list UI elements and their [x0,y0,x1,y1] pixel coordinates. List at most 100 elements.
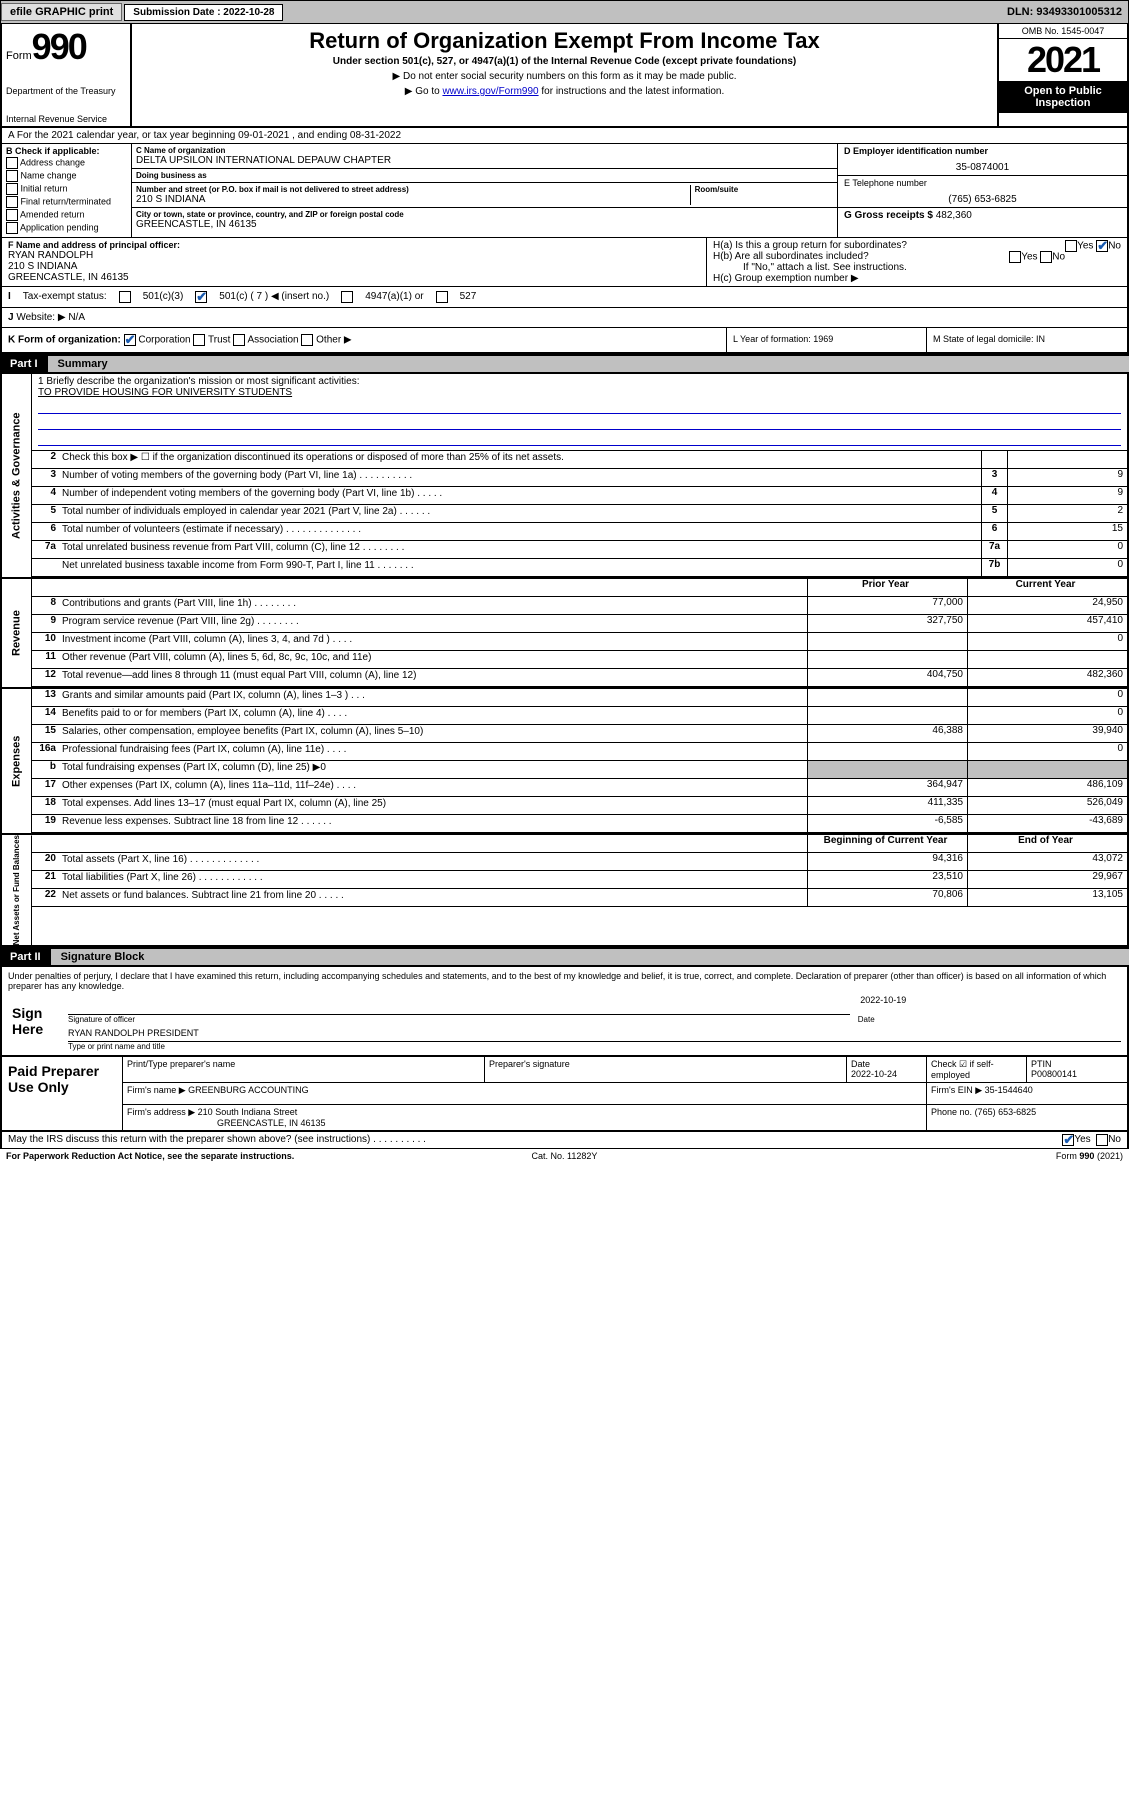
sig-officer-label: Signature of officer [68,1015,858,1024]
part1-header: Part I Summary [0,354,1129,374]
chk-other[interactable] [301,334,313,346]
gov-row: Net unrelated business taxable income fr… [32,559,1127,577]
sig-date: 2022-10-19 [850,995,1121,1015]
officer-name-title: RYAN RANDOLPH PRESIDENT [68,1024,1121,1042]
vtab-governance: Activities & Governance [2,374,32,577]
year-formation: L Year of formation: 1969 [727,328,927,352]
chk-trust[interactable] [193,334,205,346]
firm-name: GREENBURG ACCOUNTING [188,1085,309,1095]
dept-treasury: Department of the Treasury [6,86,126,96]
firm-phone: (765) 653-6825 [975,1107,1037,1117]
data-row: 21Total liabilities (Part X, line 26) . … [32,871,1127,889]
chk-ha-no[interactable] [1096,240,1108,252]
vtab-revenue: Revenue [2,579,32,687]
submission-date: Submission Date : 2022-10-28 [124,4,283,21]
prep-name-label: Print/Type preparer's name [127,1059,480,1069]
part2-header: Part II Signature Block [0,947,1129,967]
chk-discuss-no[interactable] [1096,1134,1108,1146]
chk-4947[interactable] [341,291,353,303]
prep-sig-label: Preparer's signature [489,1059,842,1069]
data-row: 10Investment income (Part VIII, column (… [32,633,1127,651]
tax-year: 2021 [999,39,1127,81]
chk-501c[interactable] [195,291,207,303]
hdr-end-year: End of Year [967,835,1127,852]
gov-row: 3Number of voting members of the governi… [32,469,1127,487]
data-row: 17Other expenses (Part IX, column (A), l… [32,779,1127,797]
form-subtitle: Under section 501(c), 527, or 4947(a)(1)… [136,56,993,67]
chk-amended[interactable] [6,209,18,221]
prep-date-label: Date [851,1059,922,1069]
ein: 35-0874001 [844,162,1121,173]
efile-button[interactable]: efile GRAPHIC print [1,3,122,21]
chk-assoc[interactable] [233,334,245,346]
chk-527[interactable] [436,291,448,303]
k-label: K Form of organization: [8,335,121,346]
chk-501c3[interactable] [119,291,131,303]
gov-row: 4Number of independent voting members of… [32,487,1127,505]
self-employed: Check ☑ if self-employed [927,1057,1027,1082]
chk-final-return[interactable] [6,196,18,208]
irs-label: Internal Revenue Service [6,114,126,124]
row-a-tax-year: A For the 2021 calendar year, or tax yea… [0,128,1129,144]
sig-date-label: Date [858,1015,1121,1024]
gov-row: 7aTotal unrelated business revenue from … [32,541,1127,559]
chk-hb-no[interactable] [1040,251,1052,263]
data-row: 20Total assets (Part X, line 16) . . . .… [32,853,1127,871]
firm-ein: 35-1544640 [985,1085,1033,1095]
data-row: bTotal fundraising expenses (Part IX, co… [32,761,1127,779]
data-row: 15Salaries, other compensation, employee… [32,725,1127,743]
mission-answer: TO PROVIDE HOUSING FOR UNIVERSITY STUDEN… [38,387,1121,398]
officer-city: GREENCASTLE, IN 46135 [8,272,700,283]
data-row: 14Benefits paid to or for members (Part … [32,707,1127,725]
lbl-street: Number and street (or P.O. box if mail i… [136,185,690,194]
street: 210 S INDIANA [136,194,690,205]
irs-link[interactable]: www.irs.gov/Form990 [442,86,538,97]
chk-discuss-yes[interactable] [1062,1134,1074,1146]
lbl-gross: G Gross receipts $ [844,210,933,221]
phone: (765) 653-6825 [844,194,1121,205]
firm-addr2: GREENCASTLE, IN 46135 [127,1118,326,1128]
lbl-ein: D Employer identification number [844,146,1121,156]
hc-label: H(c) Group exemption number ▶ [713,273,1121,284]
form-footer: Form 990 (2021) [751,1151,1123,1161]
h-note: If "No," attach a list. See instructions… [713,262,1121,273]
gov-row: 6Total number of volunteers (estimate if… [32,523,1127,541]
ptin: P00800141 [1031,1069,1123,1079]
pra-notice: For Paperwork Reduction Act Notice, see … [6,1151,378,1161]
may-discuss: May the IRS discuss this return with the… [8,1134,1062,1146]
paid-preparer-label: Paid Preparer Use Only [2,1057,122,1130]
penalty-statement: Under penalties of perjury, I declare th… [8,971,1121,991]
chk-address-change[interactable] [6,157,18,169]
note-ssn: ▶ Do not enter social security numbers o… [136,71,993,82]
org-name: DELTA UPSILON INTERNATIONAL DEPAUW CHAPT… [136,155,833,166]
officer-name: RYAN RANDOLPH [8,250,700,261]
vtab-netassets: Net Assets or Fund Balances [2,835,32,945]
data-row: 22Net assets or fund balances. Subtract … [32,889,1127,907]
open-public-badge: Open to PublicInspection [999,81,1127,113]
ptin-label: PTIN [1031,1059,1123,1069]
form-header: Form 990 Department of the Treasury Inte… [0,24,1129,128]
hdr-beginning-year: Beginning of Current Year [807,835,967,852]
chk-corp[interactable] [124,334,136,346]
officer-street: 210 S INDIANA [8,261,700,272]
data-row: 12Total revenue—add lines 8 through 11 (… [32,669,1127,687]
firm-phone-label: Phone no. [931,1107,972,1117]
gross-receipts: 482,360 [936,210,972,221]
tax-exempt-label: Tax-exempt status: [23,291,107,303]
lbl-officer: F Name and address of principal officer: [8,240,700,250]
mission-question: 1 Briefly describe the organization's mi… [38,376,1121,387]
chk-initial-return[interactable] [6,183,18,195]
hdr-current-year: Current Year [967,579,1127,596]
vtab-expenses: Expenses [2,689,32,833]
data-row: 11Other revenue (Part VIII, column (A), … [32,651,1127,669]
dln-number: DLN: 93493301005312 [1007,6,1128,18]
state-domicile: M State of legal domicile: IN [927,328,1127,352]
website-label: Website: ▶ [16,312,65,323]
data-row: 18Total expenses. Add lines 13–17 (must … [32,797,1127,815]
form-number: 990 [32,26,86,68]
col-b-checkboxes: B Check if applicable: Address change Na… [2,144,132,237]
chk-ha-yes[interactable] [1065,240,1077,252]
chk-hb-yes[interactable] [1009,251,1021,263]
chk-app-pending[interactable] [6,222,18,234]
chk-name-change[interactable] [6,170,18,182]
